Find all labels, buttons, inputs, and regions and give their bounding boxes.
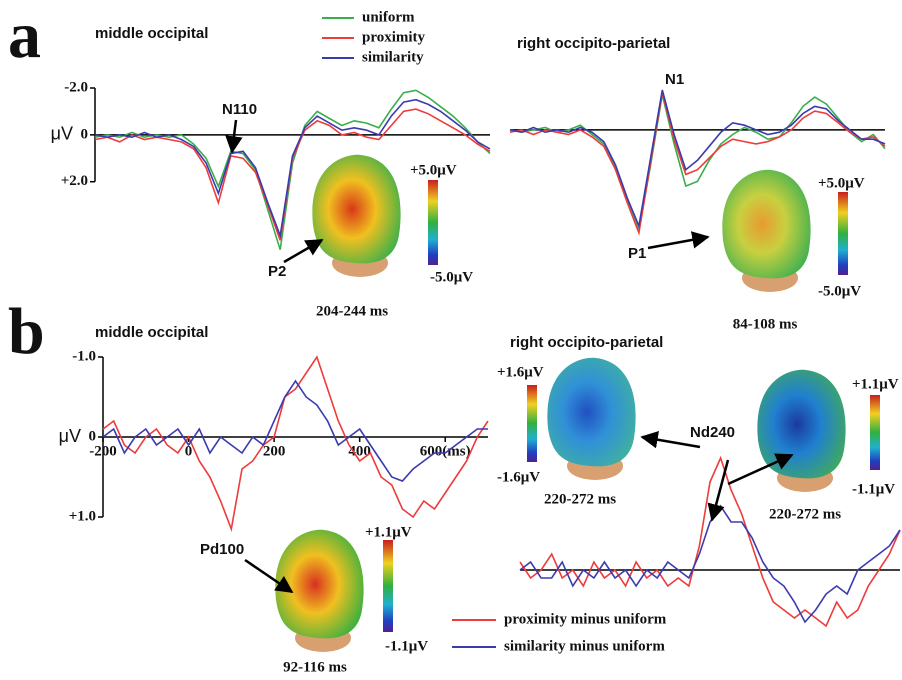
colorbar (527, 385, 537, 462)
scalp-head (312, 154, 401, 264)
annotation: N110 (222, 101, 257, 118)
panel-letter: b (8, 295, 45, 368)
colorbar-max: +1.1μV (852, 376, 899, 392)
series-line (102, 355, 489, 532)
series-line (509, 92, 886, 236)
panel-title: middle occipital (95, 324, 208, 341)
series-line (102, 379, 488, 482)
colorbar-min: -5.0μV (818, 283, 861, 299)
annotation-arrow (244, 558, 294, 594)
annotation: N1 (665, 71, 684, 88)
legend-label: similarity minus uniform (504, 638, 665, 654)
x-tick-label: 0 (185, 443, 193, 459)
annotation-arrow (640, 431, 701, 449)
colorbar-min: -1.1μV (385, 638, 428, 654)
x-tick-label: 200 (263, 443, 286, 459)
annotation-arrow (647, 231, 710, 250)
y-tick-label: 0 (89, 428, 97, 444)
y-tick-label: 0 (81, 126, 89, 142)
y-unit: μV (59, 426, 81, 446)
y-unit: μV (51, 124, 73, 144)
time-window: 220-272 ms (769, 506, 841, 522)
panel-title: right occipito-parietal (517, 35, 670, 52)
annotation-arrow (283, 238, 324, 264)
time-window: 204-244 ms (316, 303, 388, 319)
annotation: Nd240 (690, 424, 735, 441)
colorbar-min: -1.6μV (497, 469, 540, 485)
series-line (509, 94, 886, 234)
time-window: 92-116 ms (283, 659, 347, 675)
colorbar-min: -5.0μV (430, 269, 473, 285)
annotation-arrow (707, 459, 730, 522)
annotation-arrow (225, 119, 243, 154)
colorbar (428, 180, 438, 265)
legend-label: similarity (362, 49, 424, 65)
x-tick-label: 400 (348, 443, 371, 459)
colorbar-max: +1.1μV (365, 524, 412, 540)
colorbar-max: +5.0μV (818, 175, 865, 191)
series-line (519, 504, 901, 624)
x-tick-label: 600(ms) (420, 443, 471, 459)
colorbar (383, 540, 393, 632)
y-tick-label: +2.0 (61, 173, 88, 189)
scalp-head (547, 357, 636, 467)
y-tick-label: -1.0 (72, 348, 96, 364)
series-line (509, 89, 886, 229)
colorbar (870, 395, 880, 470)
time-window: 84-108 ms (733, 316, 798, 332)
panel-title: right occipito-parietal (510, 334, 663, 351)
y-tick-label: +1.0 (69, 508, 96, 524)
annotation: Pd100 (200, 541, 244, 558)
colorbar (838, 192, 848, 275)
legend-label: proximity minus uniform (504, 611, 667, 627)
legend-label: proximity (362, 29, 426, 45)
time-window: 220-272 ms (544, 491, 616, 507)
annotation: P1 (628, 245, 646, 262)
scalp-head (275, 529, 364, 639)
annotation: P2 (268, 263, 286, 280)
colorbar-max: +5.0μV (410, 162, 457, 178)
scalp-head (722, 169, 811, 279)
series-line (94, 98, 491, 239)
series-line (519, 455, 901, 628)
colorbar-min: -1.1μV (852, 481, 895, 497)
legend-label: uniform (362, 9, 415, 25)
annotation-arrow (727, 453, 794, 486)
panel-letter: a (8, 0, 41, 72)
panel-title: middle occipital (95, 25, 208, 42)
scalp-head (757, 369, 846, 479)
x-tick-label: -200 (89, 443, 117, 459)
y-tick-label: -2.0 (64, 79, 88, 95)
colorbar-max: +1.6μV (497, 364, 544, 380)
